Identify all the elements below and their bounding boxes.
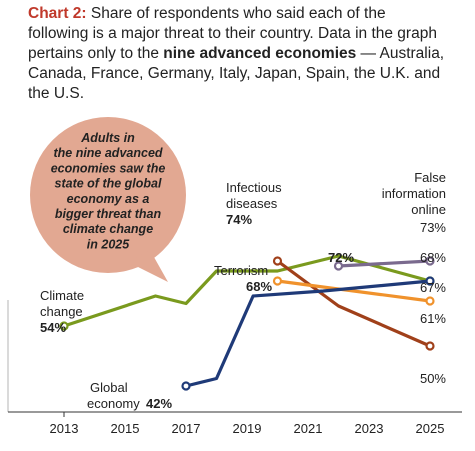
series-end-marker: [425, 276, 435, 286]
x-tick-label: 2023: [355, 421, 384, 436]
series-name-climate: Climate: [40, 288, 84, 303]
title-bold-text: nine advanced economies: [163, 45, 357, 62]
series-name-terrorism: Terrorism: [214, 263, 268, 278]
series-name-false-info: online: [411, 202, 446, 217]
chart-title: Chart 2: Share of respondents who said e…: [28, 4, 448, 104]
title-text-1: Share of respondents who said each of th…: [28, 5, 437, 62]
series-end-value-global-economy: 68%: [420, 250, 446, 265]
callout-text-line: the nine advanced: [53, 146, 162, 160]
callout-text-line: in 2025: [87, 237, 130, 251]
callout-text-line: economy as a: [67, 192, 150, 206]
series-start-value-global-economy: 42%: [146, 396, 172, 411]
series-line-climate: [62, 254, 432, 328]
series-end-value-false-info: 73%: [420, 220, 446, 235]
title-text-2: — Australia, Canada, France, Germany, It…: [28, 45, 445, 102]
series-start-value-false-info: 72%: [328, 250, 354, 265]
x-tick-label: 2013: [50, 421, 79, 436]
series-line-false_info: [336, 259, 432, 268]
x-tick-label: 2021: [294, 421, 323, 436]
series-name-climate: change: [40, 304, 83, 319]
x-tick-label: 2015: [111, 421, 140, 436]
series-line-global_economy: [184, 279, 432, 388]
series-line-terrorism: [275, 279, 432, 303]
x-tick-label: 2017: [172, 421, 201, 436]
callout-text-line: climate change: [63, 222, 153, 236]
series-name-global-economy: economy: [87, 396, 140, 411]
series-line-infectious: [275, 259, 432, 348]
series-start-value-terrorism: 68%: [246, 279, 272, 294]
series-start-marker: [272, 256, 283, 266]
callout-bubble-circle: [30, 117, 186, 273]
series-name-infectious: Infectious: [226, 180, 282, 195]
series-name-infectious: diseases: [226, 196, 278, 211]
series-name-global-economy: Global: [90, 380, 128, 395]
series-lines: [59, 254, 435, 391]
callout-pointer: [128, 250, 168, 282]
series-start-value-infectious: 74%: [226, 212, 252, 227]
series-end-value-infectious: 50%: [420, 371, 446, 386]
series-start-marker: [59, 321, 69, 331]
series-end-marker: [425, 256, 435, 266]
callout-text-line: bigger threat than: [55, 207, 162, 221]
x-tick-label: 2025: [416, 421, 445, 436]
series-start-marker: [333, 261, 344, 271]
series-name-false-info: information: [382, 186, 446, 201]
series-end-marker: [425, 341, 435, 351]
series-start-marker: [272, 276, 283, 286]
chart-axes: [7, 300, 462, 417]
callout-text-line: Adults in: [80, 131, 135, 145]
series-end-value-climate: 67%: [420, 280, 446, 295]
x-axis-ticks: 2013 2015 2017 2019 2021 2023 2025: [50, 421, 445, 436]
callout-text-line: state of the global: [55, 177, 162, 191]
x-tick-label: 2019: [233, 421, 262, 436]
callout-text-line: economies saw the: [51, 161, 166, 175]
series-start-marker: [181, 381, 191, 391]
series-name-false-info: False: [414, 170, 446, 185]
chart-number: Chart 2:: [28, 5, 87, 22]
series-end-value-terrorism: 61%: [420, 311, 446, 326]
series-end-marker: [425, 296, 435, 306]
series-start-value-climate: 54%: [40, 320, 66, 335]
